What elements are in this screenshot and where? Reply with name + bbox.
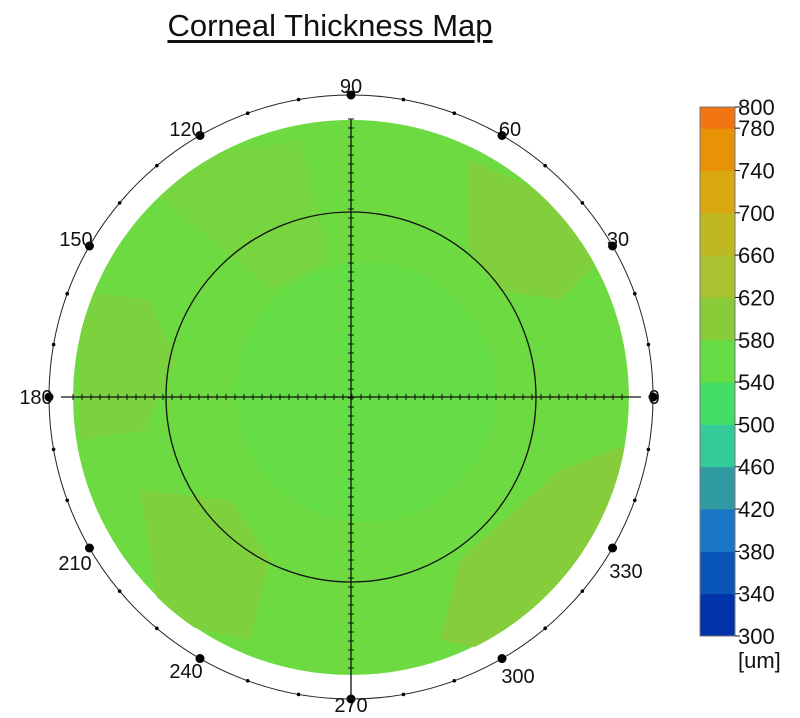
angle-marker [646,342,651,347]
angle-marker [543,626,547,631]
angle-marker [155,626,159,631]
colorbar-tick-label: 800 [738,95,775,120]
angle-marker [195,130,205,140]
colorbar-tick-label: 580 [738,328,775,353]
angle-marker [65,498,70,503]
colorbar-tick-label: 340 [738,582,775,607]
angle-marker [608,543,618,553]
colorbar-tick-label: 660 [738,243,775,268]
colorbar-band [700,551,735,595]
angle-marker [155,163,159,168]
map-region [470,160,600,300]
angle-marker [346,694,356,704]
colorbar-band [700,107,735,129]
colorbar-tick-label: 540 [738,370,775,395]
angle-marker [632,498,637,503]
angle-marker [195,654,205,664]
angle-marker [497,654,507,664]
angle-marker [117,201,122,205]
angle-marker [65,291,70,296]
angle-label: 0 [648,387,659,409]
angle-marker [646,447,651,452]
angle-label: 330 [609,561,642,583]
angle-marker [608,241,618,251]
colorbar-band [700,170,735,214]
colorbar-tick-label: 500 [738,412,775,437]
colorbar-band [700,593,735,637]
angle-marker [346,90,356,100]
map-region [140,490,270,640]
angle-marker [401,97,406,102]
angle-label: 270 [334,695,367,717]
angle-label: 300 [501,666,534,688]
angle-marker [580,201,585,205]
colorbar-tick-label: 740 [738,158,775,183]
colorbar-band [700,466,735,510]
colorbar-tick-label: 420 [738,497,775,522]
colorbar-tick-label: 300 [738,624,775,649]
colorbar-unit: [um] [738,648,781,673]
colorbar-band [700,424,735,468]
colorbar-tick-label: 700 [738,201,775,226]
angle-marker [117,589,122,593]
angle-label: 150 [59,229,92,251]
colorbar-tick-label: 620 [738,285,775,310]
chart-title: Corneal Thickness Map [167,8,493,43]
angle-marker [648,392,658,402]
angle-label: 240 [169,661,202,683]
angle-marker [452,678,457,683]
angle-marker [497,130,507,140]
colorbar-tick-label: 460 [738,455,775,480]
angle-marker [401,692,406,697]
angle-label: 30 [607,229,629,251]
angle-marker [543,163,547,168]
angle-label: 210 [58,553,91,575]
map-region [150,140,330,290]
angle-marker [245,678,250,683]
angle-marker [44,392,54,402]
angle-marker [84,543,94,553]
colorbar-tick-label: 780 [738,116,775,141]
colorbar-band [700,255,735,298]
angle-marker [296,97,301,102]
angle-marker [51,447,56,452]
colorbar-band [700,212,735,256]
map-region [236,262,496,522]
angle-label: 180 [19,387,52,409]
angle-marker [452,111,457,116]
angle-label: 60 [499,119,521,141]
angle-marker [84,241,94,251]
angle-marker [51,342,56,347]
colorbar-tick-label: 380 [738,539,775,564]
colorbar-band [700,382,735,425]
colorbar-band [700,509,735,552]
angle-marker [580,589,585,593]
map-region [80,290,175,440]
angle-marker [296,692,301,697]
angle-label: 90 [340,76,362,98]
angle-marker [632,291,637,296]
colorbar-band [700,297,735,341]
colorbar-band [700,128,735,171]
angle-marker [245,111,250,116]
map-overlay: 0 30 60 90 120 150 180 210 240 270 300 330 [19,76,659,717]
angle-label: 120 [169,119,202,141]
colorbar-band [700,339,735,383]
colorbar-frame [699,106,736,637]
